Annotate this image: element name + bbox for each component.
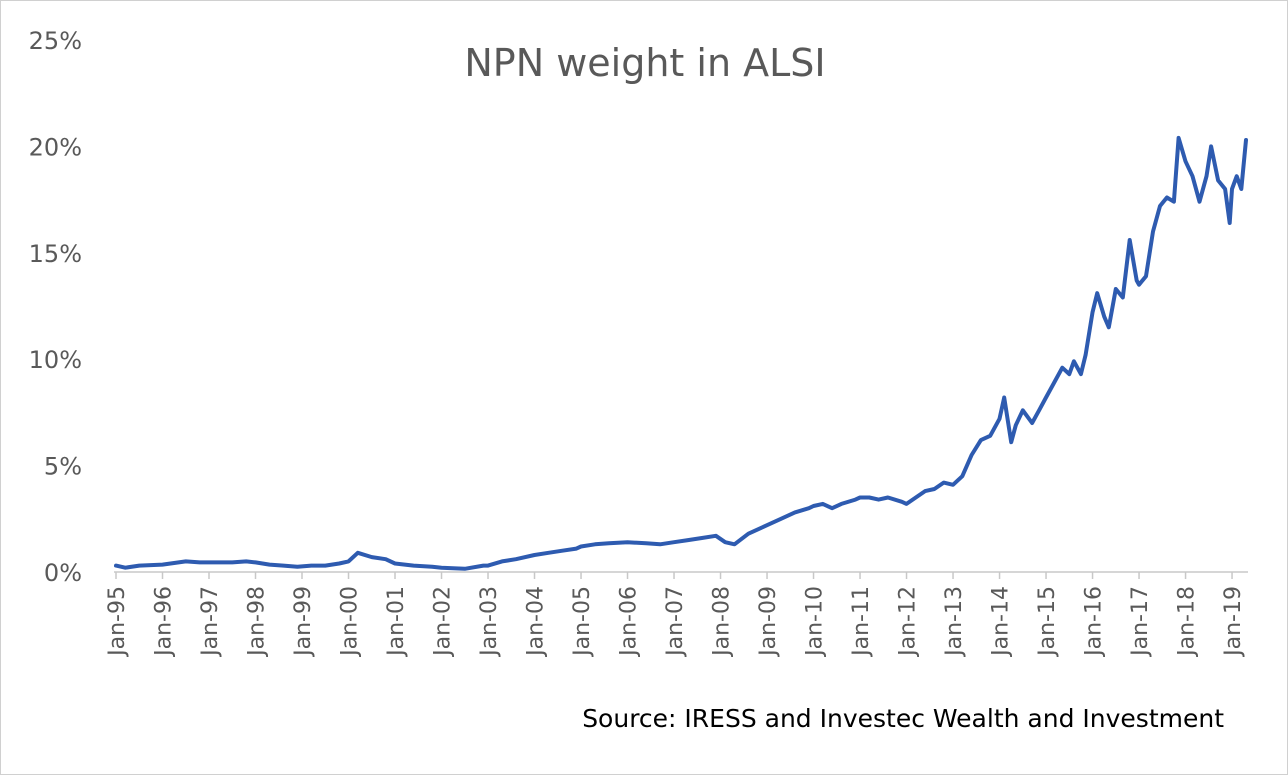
source-note: Source: IRESS and Investec Wealth and In… [582, 704, 1224, 733]
series-line [114, 135, 1248, 571]
series-group [114, 135, 1248, 571]
x-tick-label: Jan-06 [617, 586, 642, 658]
x-tick-label: Jan-18 [1175, 586, 1200, 658]
x-tick-label: Jan-13 [942, 586, 967, 658]
y-tick-label: 10% [29, 346, 82, 374]
x-tick-label: Jan-05 [570, 586, 595, 658]
y-tick-label: 25% [29, 27, 82, 55]
x-tick-label: Jan-07 [663, 586, 688, 658]
x-tick-label: Jan-10 [803, 586, 828, 658]
x-tick-label: Jan-98 [245, 586, 270, 658]
x-tick-label: Jan-11 [849, 586, 874, 658]
y-tick-label: 5% [44, 453, 82, 481]
x-axis-ticks [115, 572, 1233, 579]
x-tick-label: Jan-02 [431, 586, 456, 658]
y-tick-label: 0% [44, 559, 82, 587]
y-tick-label: 15% [29, 240, 82, 268]
x-tick-label: Jan-96 [152, 586, 177, 658]
y-tick-label: 20% [29, 133, 82, 161]
x-tick-label: Jan-08 [710, 586, 735, 658]
x-tick-label: Jan-00 [338, 586, 363, 658]
x-tick-label: Jan-97 [198, 586, 223, 658]
x-tick-label: Jan-16 [1082, 586, 1107, 658]
x-tick-label: Jan-09 [756, 586, 781, 658]
x-tick-label: Jan-99 [291, 586, 316, 658]
chart-title: NPN weight in ALSI [464, 41, 825, 85]
x-tick-label: Jan-17 [1128, 586, 1153, 658]
x-tick-label: Jan-15 [1035, 586, 1060, 658]
x-tick-label: Jan-03 [477, 586, 502, 658]
x-tick-label: Jan-19 [1221, 586, 1246, 658]
x-tick-label: Jan-95 [105, 586, 130, 658]
x-tick-label: Jan-01 [384, 586, 409, 658]
x-tick-label: Jan-14 [989, 586, 1014, 658]
x-tick-label: Jan-04 [524, 586, 549, 658]
x-axis-labels: Jan-95 Jan-96 Jan-97 Jan-98 Jan-99 Jan-00 Jan-… [105, 586, 1246, 658]
x-tick-label: Jan-12 [896, 586, 921, 658]
y-axis-labels: 0% 5% 10% 15% 20% 25% [29, 27, 82, 587]
